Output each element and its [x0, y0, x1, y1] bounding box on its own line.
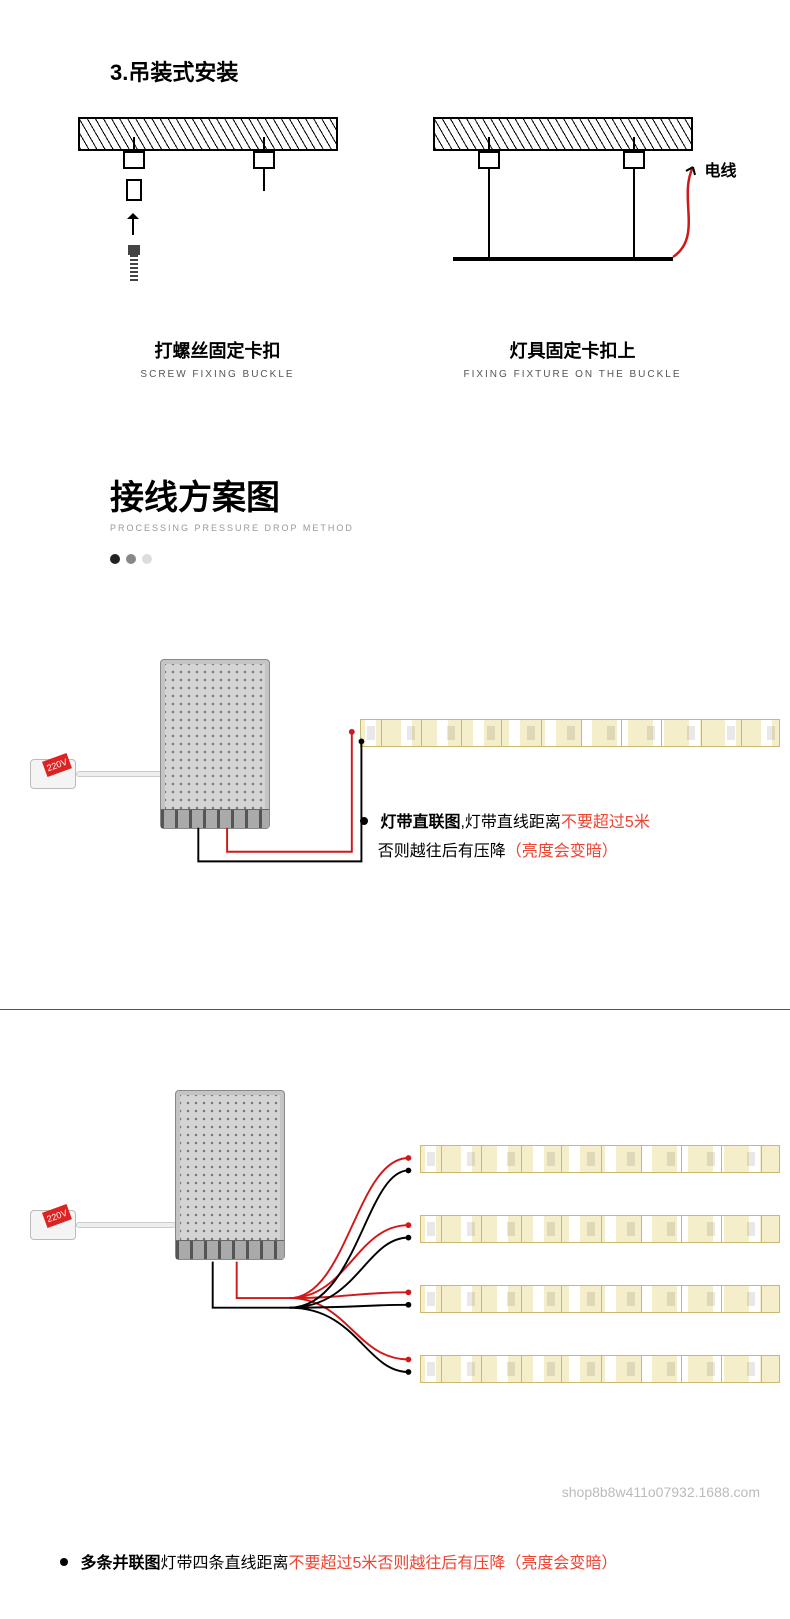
install-right-label-cn: 灯具固定卡扣上 — [423, 337, 723, 363]
install-left: 打螺丝固定卡扣 SCREW FIXING BUCKLE — [68, 117, 368, 380]
install-right: 电线 灯具固定卡扣上 FIXING FIXTURE ON THE BUCKLE — [423, 117, 723, 380]
diagram2-caption: 多条并联图灯带四条直线距离不要超过5米否则越往后有压降（亮度会变暗） — [60, 1550, 750, 1579]
led-strip — [420, 1145, 780, 1173]
install-right-label-en: FIXING FIXTURE ON THE BUCKLE — [423, 369, 723, 380]
indicator-dots — [110, 551, 750, 569]
wiring-diagram-single: 220V 灯带直联图,灯带直线距离不要超过5米 否则越往后有压降（亮度会变暗） — [40, 659, 750, 939]
watermark: shop8b8w411o07932.1688.com — [562, 1484, 760, 1500]
wiring-subtitle: PROCESSING PRESSURE DROP METHOD — [110, 523, 750, 533]
led-strip — [420, 1285, 780, 1313]
wiring-heading: 接线方案图 — [110, 470, 750, 519]
wire-label: 电线 — [704, 157, 736, 181]
psu-icon — [160, 659, 270, 829]
led-strip — [420, 1215, 780, 1243]
install-left-label-cn: 打螺丝固定卡扣 — [68, 337, 368, 363]
psu-icon — [175, 1090, 285, 1260]
install-left-label-en: SCREW FIXING BUCKLE — [68, 369, 368, 380]
section3-title: 3.吊装式安装 — [110, 55, 750, 87]
led-strip — [360, 719, 780, 747]
diagram1-caption: 灯带直联图,灯带直线距离不要超过5米 否则越往后有压降（亮度会变暗） — [360, 809, 760, 867]
install-diagrams: 打螺丝固定卡扣 SCREW FIXING BUCKLE 电线 — [40, 117, 750, 380]
led-strip — [420, 1355, 780, 1383]
wiring-diagram-parallel: 220V shop8b8w411o07932.1688.c — [40, 1090, 750, 1510]
